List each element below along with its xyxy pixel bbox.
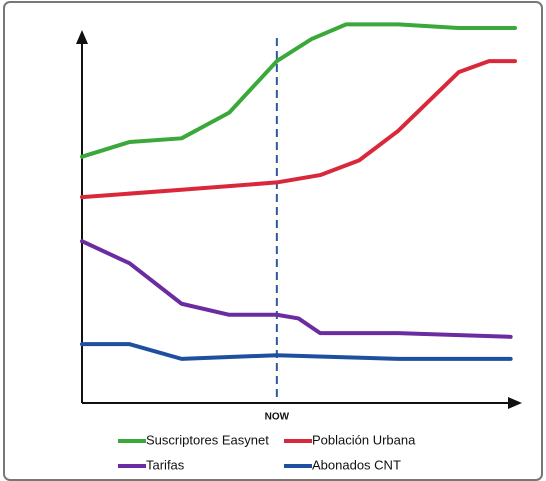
series-line: [80, 342, 513, 361]
series-line: [80, 59, 517, 200]
legend-label: Suscriptores Easynet: [146, 432, 269, 447]
legend-label: Abonados CNT: [312, 457, 401, 472]
series-line: [80, 239, 513, 339]
now-label: NOW: [265, 412, 290, 423]
frame: [3, 1, 543, 481]
series-line: [80, 22, 517, 159]
legend-label: Tarifas: [146, 457, 185, 472]
y-axis-arrow: [76, 30, 88, 44]
legend-label: Población Urbana: [312, 432, 416, 447]
x-axis-arrow: [508, 397, 522, 409]
